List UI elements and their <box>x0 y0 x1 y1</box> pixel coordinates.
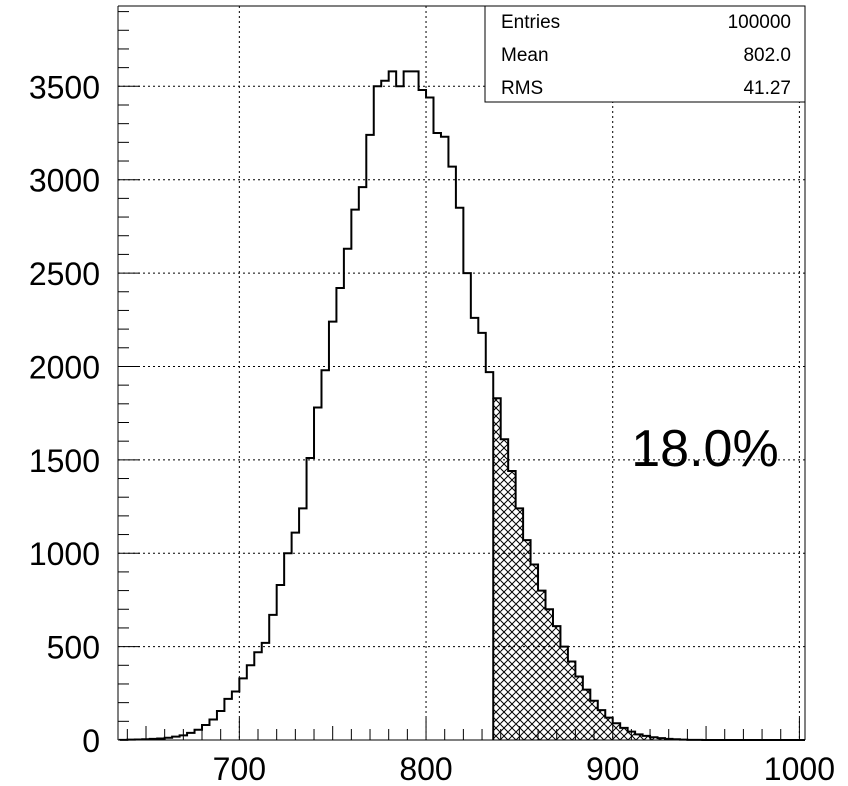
y-tick-label: 500 <box>47 630 100 666</box>
shaded-bin <box>552 626 561 740</box>
stat-label: Mean <box>501 45 549 66</box>
y-tick-label: 1500 <box>29 443 100 479</box>
y-tick-label: 1000 <box>29 536 100 572</box>
shaded-bin <box>523 540 531 740</box>
stats-box-frame <box>484 5 806 103</box>
stat-label: Entries <box>501 12 560 33</box>
x-tick-label: 700 <box>213 751 266 786</box>
shaded-region <box>492 398 703 740</box>
shaded-bin <box>538 590 546 740</box>
histogram-line <box>118 70 805 741</box>
y-tick-label: 3000 <box>29 163 100 199</box>
shaded-bin <box>612 723 621 740</box>
stat-value: 41.27 <box>743 78 791 99</box>
shaded-bin <box>590 700 598 740</box>
shaded-bin <box>560 646 568 740</box>
shaded-bin <box>597 710 606 740</box>
tick-labels: 700 800 900 1000 0 500 1000 1500 2000 2500 3000 350… <box>29 69 835 786</box>
shaded-bin <box>515 508 524 740</box>
stat-value: 802.0 <box>743 45 791 66</box>
y-tick-label: 2000 <box>29 349 100 385</box>
shaded-bin <box>545 609 553 740</box>
shaded-bin <box>567 661 576 740</box>
x-tick-label: 1000 <box>764 751 835 786</box>
shaded-bin <box>530 564 539 740</box>
shaded-bin <box>508 471 516 740</box>
axes <box>117 5 806 741</box>
x-tick-label: 800 <box>399 751 452 786</box>
shaded-bin <box>620 727 628 740</box>
histogram-outline <box>118 70 805 741</box>
percentage-annotation: 18.0% <box>631 420 778 478</box>
shaded-bin <box>605 717 613 740</box>
y-tick-label: 0 <box>82 723 100 759</box>
shaded-bin <box>642 735 651 740</box>
shaded-bin <box>575 676 583 740</box>
shaded-bin <box>500 439 509 740</box>
shaded-bin <box>635 734 643 740</box>
shaded-bin <box>582 689 591 740</box>
stats-box: Entries 100000 Mean 802.0 RMS 41.27 <box>484 5 806 103</box>
x-tick-label: 900 <box>586 751 639 786</box>
y-tick-label: 3500 <box>29 69 100 105</box>
shaded-bin <box>650 737 658 740</box>
stat-label: RMS <box>501 78 543 99</box>
shaded-bin <box>493 398 501 740</box>
grid-lines <box>118 6 805 740</box>
y-tick-label: 2500 <box>29 256 100 292</box>
stat-value: 100000 <box>728 12 791 33</box>
